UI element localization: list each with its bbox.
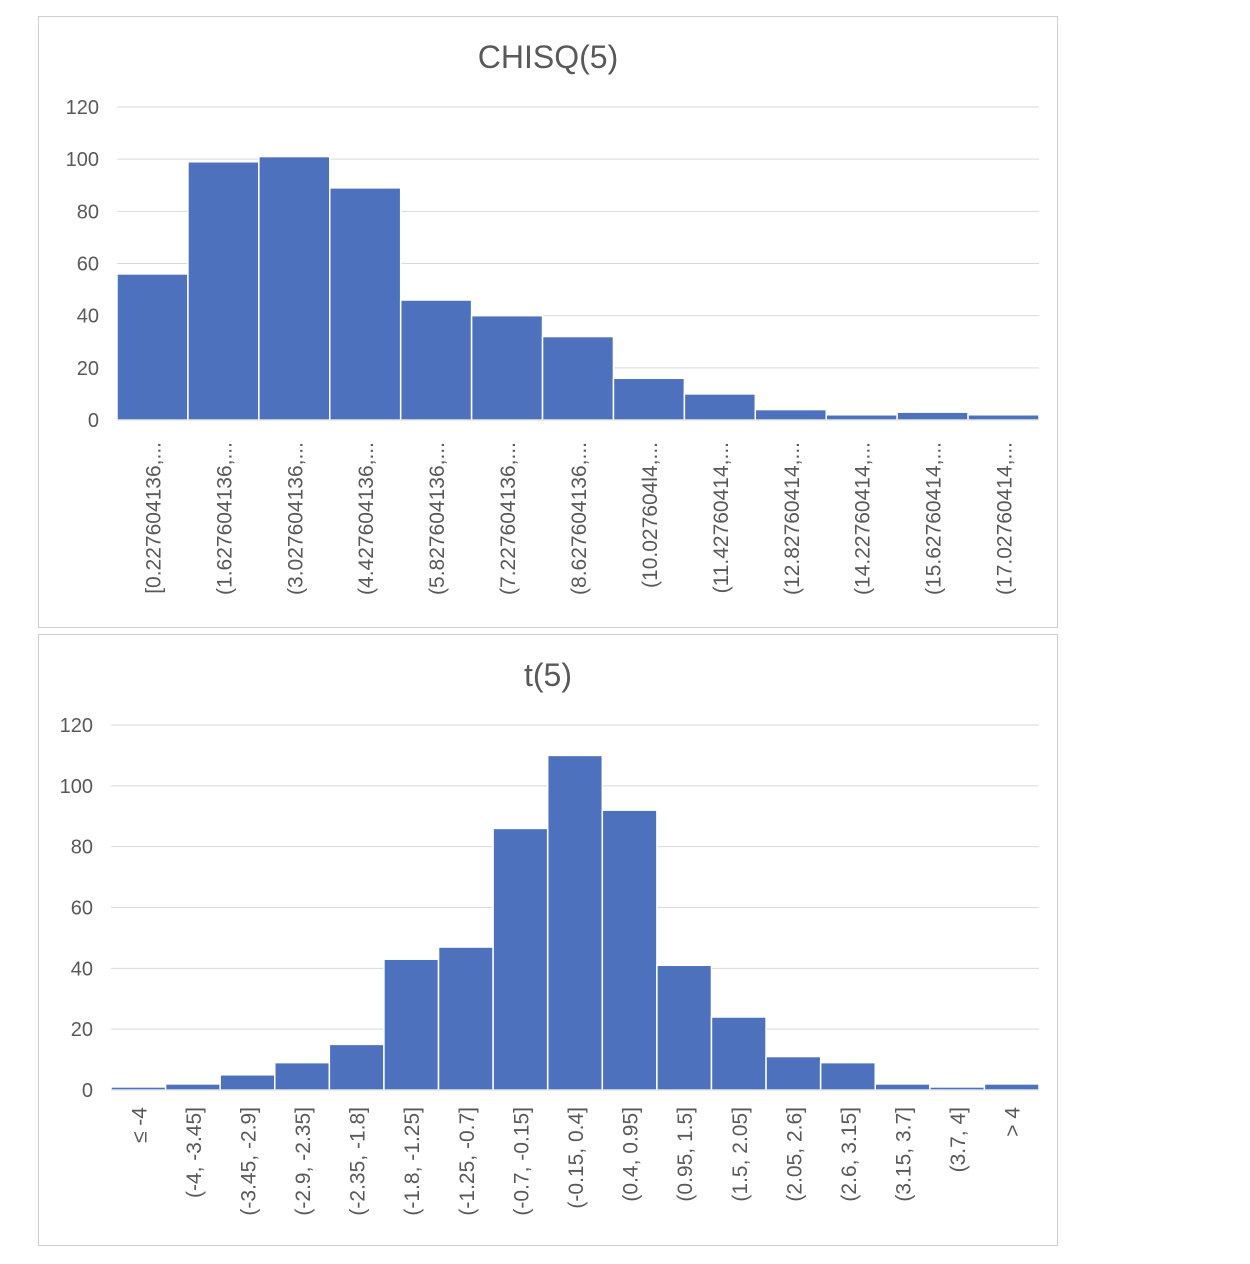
y-tick-label: 120 — [60, 715, 93, 737]
x-tick-label: (0.95, 1.5] — [674, 1107, 697, 1202]
y-tick-label: 20 — [71, 1019, 93, 1041]
chart-title: CHISQ(5) — [477, 39, 619, 75]
histogram-bar — [710, 1016, 767, 1091]
chisq-histogram-panel: CHISQ(5) 0 20 40 60 80 100 120 [0.227604136,...… — [38, 16, 1058, 628]
histogram-bar — [219, 1074, 276, 1091]
x-tick-label: (-1.8, -1.25] — [401, 1107, 424, 1216]
histogram-bar — [437, 946, 494, 1091]
histogram-bar — [470, 314, 544, 421]
x-tick-label: (-2.9, -2.35] — [292, 1107, 315, 1216]
x-tick-label: > 4 — [1002, 1107, 1025, 1137]
x-tick-label: (3.15, 3.7] — [893, 1107, 916, 1202]
histogram-bar — [492, 827, 549, 1091]
t-histogram-plot: 0 20 40 60 80 100 120 ≤ -4 (-4, -3.45] (-3.45, -2… — [60, 715, 1040, 1216]
y-tick-label: 60 — [77, 254, 99, 276]
x-tick-label: (7.227604136,... — [497, 442, 520, 595]
x-tick-label: (1.5, 2.05] — [729, 1107, 752, 1202]
y-tick-label: 20 — [77, 358, 99, 380]
histogram-bar — [116, 273, 189, 421]
x-tick-label: (12.82760414,... — [781, 442, 804, 595]
x-tick-label: (15.62760414,... — [923, 442, 946, 595]
histogram-bar — [274, 1061, 331, 1091]
histogram-bar — [983, 1083, 1040, 1091]
histogram-bar — [187, 161, 260, 421]
x-tick-label: (3.027604136,... — [284, 442, 307, 595]
y-tick-label: 0 — [82, 1080, 93, 1102]
histogram-bar — [258, 155, 331, 421]
histogram-bar — [612, 377, 686, 421]
t-histogram-panel: t(5) 0 20 40 60 80 100 120 ≤ -4 (-4, -3.45] (-3.4… — [38, 634, 1058, 1246]
x-tick-label: (-4, -3.45] — [183, 1107, 206, 1198]
histogram-bar — [383, 958, 440, 1091]
x-tick-label: (2.05, 2.6] — [783, 1107, 806, 1202]
x-tick-label: (3.7, 4] — [947, 1107, 970, 1172]
histogram-bar — [819, 1061, 876, 1091]
x-tick-label: (-0.15, 0.4] — [565, 1107, 588, 1209]
histogram-bar — [874, 1083, 931, 1091]
x-tick-label: (0.4, 0.95] — [620, 1107, 643, 1202]
y-tick-label: 100 — [66, 149, 99, 171]
y-tick-label: 80 — [71, 837, 93, 859]
x-tick-label: (-3.45, -2.9] — [237, 1107, 260, 1216]
y-tick-label: 40 — [77, 306, 99, 328]
chisq-histogram-plot: 0 20 40 60 80 100 120 [0.227604136,... (1.627604… — [66, 97, 1040, 595]
x-tick-label: (17.02760414,... — [994, 442, 1017, 595]
y-tick-label: 0 — [88, 410, 99, 432]
histogram-bar — [399, 299, 473, 421]
histogram-bar — [601, 809, 658, 1091]
y-tick-label: 100 — [60, 776, 93, 798]
x-tick-label: ≤ -4 — [128, 1107, 151, 1143]
histogram-bar — [541, 335, 615, 421]
x-tick-label: (4.427604136,... — [355, 442, 378, 595]
histogram-bar — [765, 1055, 822, 1091]
x-tick-label: (8.627604136,... — [568, 442, 591, 595]
y-tick-label: 80 — [77, 201, 99, 223]
x-tick-label: (14.22760414,... — [852, 442, 875, 595]
x-tick-label: (2.6, 3.15] — [838, 1107, 861, 1202]
x-tick-label: [0.227604136,... — [142, 442, 165, 594]
histogram-bar — [328, 1043, 385, 1091]
histogram-bar — [967, 414, 1040, 421]
y-tick-label: 120 — [66, 97, 99, 119]
x-tick-label: (-2.35, -1.8] — [347, 1107, 370, 1216]
histogram-bar — [546, 754, 604, 1091]
x-tick-label: (11.42760414,... — [710, 442, 733, 593]
histogram-bar — [164, 1083, 221, 1091]
x-tick-label: (5.827604136,... — [426, 442, 449, 595]
histogram-bar — [656, 964, 713, 1091]
x-tick-label: (1.627604136,... — [213, 442, 236, 595]
histogram-bar — [683, 393, 757, 421]
histogram-bar — [754, 408, 827, 421]
x-tick-label: (-0.7, -0.15] — [510, 1107, 533, 1216]
y-tick-label: 60 — [71, 898, 93, 920]
x-tick-label: (-1.25, -0.7] — [456, 1107, 479, 1216]
y-tick-label: 40 — [71, 958, 93, 980]
x-tick-label: (10.027604l4,... — [639, 442, 662, 588]
chart-title: t(5) — [524, 657, 572, 693]
histogram-bar — [896, 411, 969, 421]
histogram-bar — [825, 414, 898, 421]
histogram-bar — [329, 187, 402, 421]
